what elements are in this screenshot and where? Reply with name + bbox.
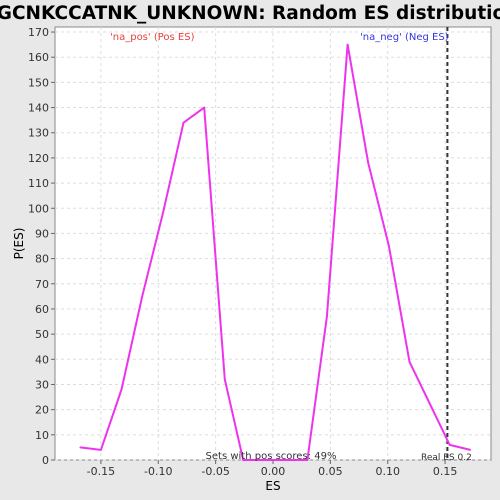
x-axis-label: ES <box>265 479 280 493</box>
data-point <box>224 379 226 381</box>
y-tick-label: 90 <box>35 227 49 240</box>
data-point <box>429 404 431 406</box>
y-tick-label: 10 <box>35 429 49 442</box>
data-point <box>100 449 102 451</box>
x-tick-label: 0.00 <box>261 465 286 478</box>
x-tick-label: 0.10 <box>375 465 400 478</box>
data-point <box>367 162 369 164</box>
data-point <box>141 296 143 298</box>
y-tick-label: 130 <box>28 127 49 140</box>
data-point <box>388 245 390 247</box>
y-tick-label: 140 <box>28 102 49 115</box>
annotation-sets-pos: Sets with pos scores: 49% <box>206 451 337 462</box>
data-point <box>470 449 472 451</box>
y-tick-label: 70 <box>35 278 49 291</box>
data-point <box>79 447 81 449</box>
annotation-neg-es: 'na_neg' (Neg ES) <box>360 32 449 43</box>
data-point <box>162 212 164 214</box>
y-axis-label: P(ES) <box>12 228 26 260</box>
data-point <box>183 122 185 124</box>
y-tick-label: 0 <box>42 454 49 467</box>
data-point <box>347 44 349 46</box>
y-tick-label: 110 <box>28 177 49 190</box>
y-tick-label: 120 <box>28 152 49 165</box>
y-tick-label: 50 <box>35 328 49 341</box>
y-tick-label: 150 <box>28 76 49 89</box>
chart-title: GGCNKCCATNK_UNKNOWN: Random ES distribut… <box>0 3 500 24</box>
y-tick-label: 40 <box>35 353 49 366</box>
y-tick-label: 60 <box>35 303 49 316</box>
annotation-pos-es: 'na_pos' (Pos ES) <box>110 32 195 43</box>
annotation-real-es: Real ES 0.2 <box>421 453 472 463</box>
y-tick-label: 30 <box>35 378 49 391</box>
x-tick-label: 0.05 <box>318 465 343 478</box>
data-point <box>203 107 205 109</box>
y-tick-label: 20 <box>35 404 49 417</box>
data-point <box>326 316 328 318</box>
data-point <box>449 444 451 446</box>
x-tick-label: -0.10 <box>144 465 172 478</box>
y-tick-label: 160 <box>28 51 49 64</box>
data-point <box>409 361 411 363</box>
y-tick-label: 170 <box>28 26 49 39</box>
y-axis: 0 10 20 30 40 50 60 70 80 90 100 110 120 130 140 150 160… <box>28 26 55 467</box>
data-point <box>121 389 123 391</box>
x-tick-label: -0.05 <box>201 465 229 478</box>
x-tick-label: 0.15 <box>433 465 458 478</box>
y-tick-label: 80 <box>35 253 49 266</box>
x-tick-label: -0.15 <box>87 465 115 478</box>
y-tick-label: 100 <box>28 202 49 215</box>
x-axis: -0.15 -0.10 -0.05 0.00 0.05 0.10 0.15 <box>87 460 458 478</box>
